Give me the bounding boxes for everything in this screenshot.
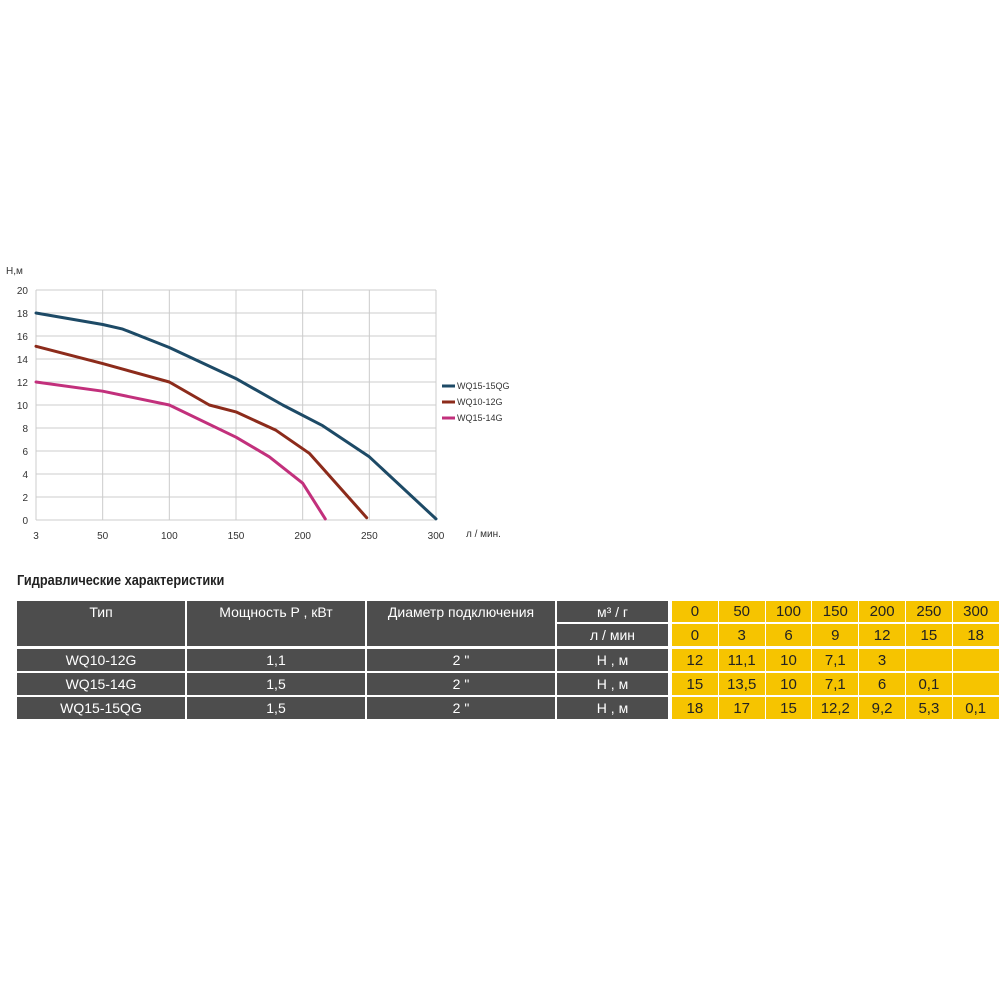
head-value-cell [952,673,999,695]
head-value-cell: 15 [672,673,718,695]
head-value-cell [952,649,999,671]
flow-m3h-cell: 100 [765,601,812,622]
head-value-cell: 6 [859,673,905,695]
x-axis-label: л / мин. [466,529,501,540]
series-line-WQ10-12G [34,344,369,520]
row-unit: H , м [557,697,668,719]
table-title: Гидравлические характеристики [17,572,225,589]
y-tick-label: 12 [17,378,29,389]
x-tick-label: 100 [161,531,178,542]
row-type: WQ10-12G [17,649,185,671]
head-value-cell: 9,2 [859,697,905,719]
head-value-cell [906,649,952,671]
head-value-cell: 0,1 [906,673,952,695]
row-diameter: 2 " [367,673,555,695]
y-tick-label: 0 [22,516,28,527]
flow-lmin-cell: 12 [859,624,905,646]
row-type: WQ15-14G [17,673,185,695]
y-tick-label: 6 [22,447,28,458]
head-value-cell: 12 [672,649,718,671]
y-tick-label: 16 [17,332,29,343]
head-value-cell: 10 [765,673,812,695]
flow-m3h-cell: 200 [859,601,905,622]
x-tick-label: 3 [33,531,39,542]
pump-curve-chart: H,м л / мин. 0 2 4 6 8 10 12 14 16 18 20 3 50 100 150 2… [6,266,510,542]
header-unit-lmin: л / мин [557,624,668,646]
flow-lmin-cell: 18 [952,624,999,646]
head-value-cell: 11,1 [718,649,765,671]
head-value-cell: 7,1 [812,673,859,695]
head-value-cell: 7,1 [812,649,859,671]
flow-lmin-cell: 0 [672,624,718,646]
flow-lmin-cell: 15 [906,624,952,646]
y-tick-label: 4 [22,470,28,481]
header-diameter: Диаметр подключения [367,601,555,646]
head-value-cell: 15 [765,697,812,719]
head-value-cell: 3 [859,649,905,671]
row-power: 1,5 [187,697,365,719]
y-tick-label: 2 [22,493,28,504]
row-diameter: 2 " [367,649,555,671]
head-value-cell: 13,5 [718,673,765,695]
header-power: Мощность P , кВт [187,601,365,646]
row-unit: H , м [557,649,668,671]
header-type: Тип [17,601,185,646]
x-tick-label: 200 [294,531,311,542]
y-tick-label: 8 [22,424,28,435]
head-value-cell: 17 [718,697,765,719]
legend-label: WQ15-14G [457,413,503,423]
head-value-cell: 10 [765,649,812,671]
flow-m3h-cell: 300 [952,601,999,622]
flow-lmin-cell: 9 [812,624,859,646]
row-diameter: 2 " [367,697,555,719]
head-value-cell: 5,3 [906,697,952,719]
flow-lmin-cell: 6 [765,624,812,646]
y-tick-label: 20 [17,286,29,297]
legend-label: WQ15-15QG [457,381,510,391]
y-tick-label: 14 [17,355,29,366]
flow-m3h-cell: 250 [906,601,952,622]
flow-m3h-cell: 0 [672,601,718,622]
flow-m3h-cell: 50 [718,601,765,622]
head-value-cell: 0,1 [952,697,999,719]
legend-label: WQ10-12G [457,397,503,407]
row-unit: H , м [557,673,668,695]
row-type: WQ15-15QG [17,697,185,719]
y-tick-label: 10 [17,401,29,412]
head-value-cell: 12,2 [812,697,859,719]
x-tick-label: 50 [97,531,109,542]
x-tick-label: 250 [361,531,378,542]
head-value-cell: 18 [672,697,718,719]
series-line-WQ15-15QG [34,311,438,521]
y-axis-label: H,м [6,266,23,277]
flow-m3h-cell: 150 [812,601,859,622]
series-line-WQ15-14G [34,380,327,521]
y-tick-label: 18 [17,309,29,320]
row-power: 1,5 [187,673,365,695]
x-tick-label: 300 [428,531,445,542]
x-tick-label: 150 [228,531,245,542]
header-unit-m3h: м³ / г [557,601,668,622]
flow-lmin-cell: 3 [718,624,765,646]
row-power: 1,1 [187,649,365,671]
